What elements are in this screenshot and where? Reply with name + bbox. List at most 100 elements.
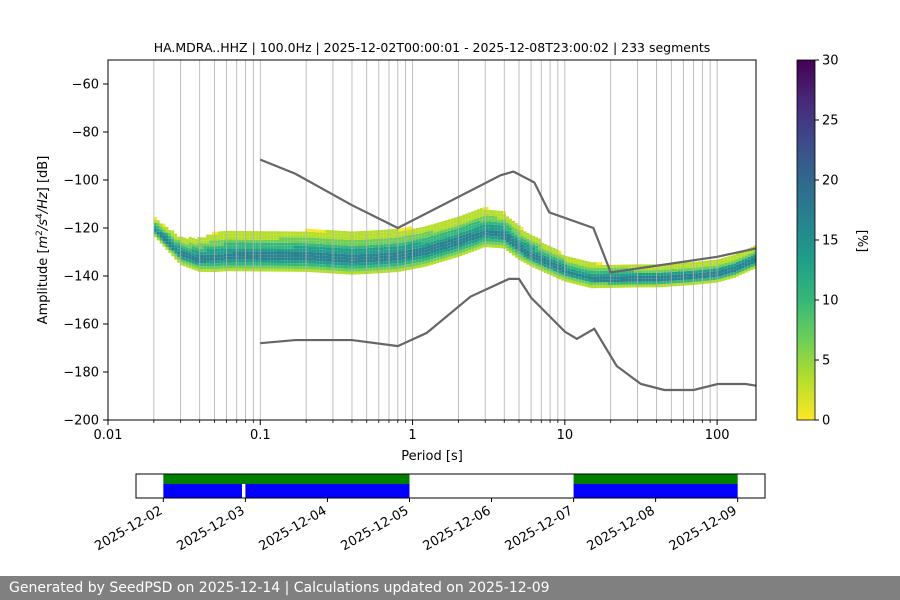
density-cell xyxy=(439,233,443,237)
density-cell xyxy=(389,229,393,233)
density-cell xyxy=(459,230,463,233)
density-cell xyxy=(162,232,166,236)
density-cell xyxy=(558,270,562,274)
density-cell xyxy=(247,254,250,257)
density-cell xyxy=(293,231,297,235)
density-cell xyxy=(500,213,504,217)
density-cell xyxy=(753,248,756,252)
density-cell xyxy=(605,282,608,286)
density-cell xyxy=(479,231,483,235)
density-cell xyxy=(214,248,218,252)
density-cell xyxy=(651,275,655,279)
y-axis-label-part: m xyxy=(36,236,51,249)
density-cell xyxy=(689,265,693,268)
density-cell xyxy=(514,226,518,229)
density-cell xyxy=(590,268,594,271)
density-cell xyxy=(573,269,576,273)
density-cell xyxy=(267,262,271,266)
density-cell xyxy=(375,270,378,274)
density-cell xyxy=(651,284,655,288)
density-cell xyxy=(366,230,370,234)
density-cell xyxy=(677,283,681,286)
density-cell xyxy=(485,227,489,230)
density-cell xyxy=(511,249,515,253)
density-cell xyxy=(313,240,317,244)
density-cell xyxy=(500,222,504,226)
density-cell xyxy=(232,253,236,257)
density-cell xyxy=(302,240,306,244)
density-cell xyxy=(479,239,483,243)
density-cell xyxy=(709,263,713,266)
density-cell xyxy=(546,262,550,266)
density-cell xyxy=(319,255,323,259)
density-cell xyxy=(494,236,498,240)
density-cell xyxy=(718,258,722,262)
density-cell xyxy=(532,256,536,259)
density-cell xyxy=(412,248,416,252)
availability-band-blue xyxy=(245,484,410,498)
density-cell xyxy=(302,257,306,261)
density-cell xyxy=(334,242,338,245)
psd-plot-area xyxy=(107,59,757,421)
density-cell xyxy=(616,281,620,285)
density-cell xyxy=(508,224,512,228)
density-cell xyxy=(744,263,748,267)
density-cell xyxy=(500,242,504,246)
density-cell xyxy=(497,245,501,249)
density-cell xyxy=(337,242,341,246)
density-cell xyxy=(252,259,256,263)
density-cell xyxy=(552,262,556,266)
density-cell xyxy=(476,240,480,244)
density-cell xyxy=(238,233,242,237)
density-cell xyxy=(555,269,559,273)
density-cell xyxy=(182,260,186,264)
density-cell xyxy=(447,233,451,237)
density-cell xyxy=(482,210,486,213)
density-cell xyxy=(287,231,291,235)
density-cell xyxy=(447,219,451,223)
y-axis-label-part: /s xyxy=(36,219,51,231)
density-cell xyxy=(276,257,280,261)
density-cell xyxy=(462,226,466,230)
density-cell xyxy=(727,267,731,271)
density-cell xyxy=(561,274,565,278)
density-cell xyxy=(500,239,504,243)
density-cell xyxy=(596,270,600,274)
density-cell xyxy=(689,270,693,274)
density-cell xyxy=(750,255,754,259)
density-cell xyxy=(372,241,376,245)
colorbar-tick-label: 20 xyxy=(822,174,839,189)
density-cell xyxy=(290,260,294,264)
density-cell xyxy=(418,247,422,251)
density-cell xyxy=(459,224,463,228)
density-cell xyxy=(482,235,486,239)
density-cell xyxy=(308,251,312,255)
density-cell xyxy=(459,247,463,251)
density-cell xyxy=(511,243,515,247)
density-cell xyxy=(214,269,218,272)
density-cell xyxy=(369,253,373,257)
density-cell xyxy=(476,229,480,233)
density-cell xyxy=(212,269,215,273)
density-cell xyxy=(476,246,480,250)
density-cell xyxy=(564,255,568,259)
density-cell xyxy=(296,234,300,238)
density-cell xyxy=(348,242,352,246)
density-cell xyxy=(689,262,693,266)
density-cell xyxy=(392,269,396,273)
density-cell xyxy=(430,256,434,260)
density-cell xyxy=(290,242,294,246)
density-cell xyxy=(558,253,562,257)
density-cell xyxy=(220,242,224,246)
density-cell xyxy=(311,240,314,244)
density-cell xyxy=(410,243,413,247)
density-cell xyxy=(412,234,416,238)
density-cell xyxy=(474,227,477,231)
density-cell xyxy=(733,257,737,261)
density-cell xyxy=(637,284,640,288)
density-cell xyxy=(465,239,469,243)
density-cell xyxy=(328,270,332,274)
density-cell xyxy=(511,223,515,227)
density-cell xyxy=(549,258,553,262)
density-cell xyxy=(270,248,274,252)
